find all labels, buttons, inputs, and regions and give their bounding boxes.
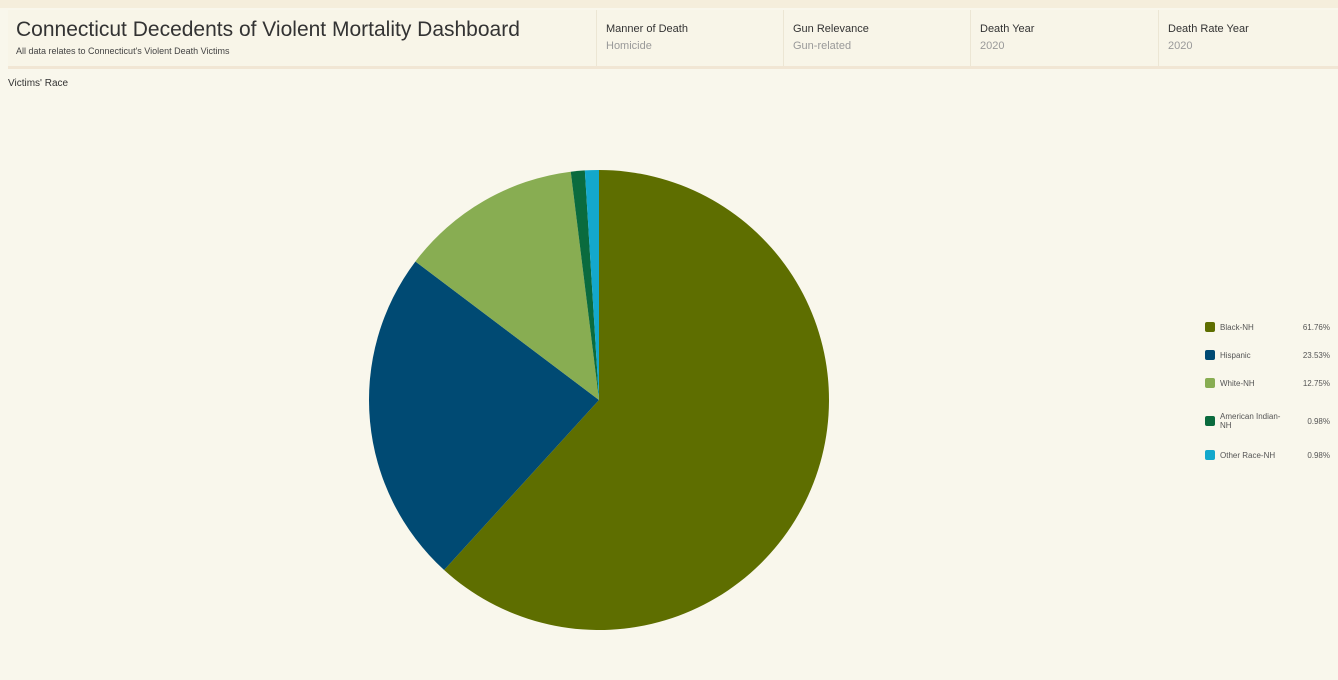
- legend-item: Other Race-NH 0.98%: [1205, 450, 1330, 460]
- filter[interactable]: Death Year 2020: [970, 10, 1158, 66]
- dashboard-subtitle: All data relates to Connecticut's Violen…: [16, 46, 230, 56]
- legend-value: 23.53%: [1302, 350, 1330, 360]
- legend-label: Other Race-NH: [1220, 450, 1276, 460]
- legend-value: 12.75%: [1302, 378, 1330, 388]
- pie-slice: [584, 170, 599, 400]
- filter[interactable]: Gun Relevance Gun-related: [783, 10, 971, 66]
- legend-item: Hispanic 23.53%: [1205, 350, 1330, 360]
- filter-label: Death Year: [980, 23, 1035, 35]
- legend-item: White-NH 12.75%: [1205, 378, 1330, 388]
- top-band: [0, 0, 1338, 8]
- chart-title: Victims' Race: [8, 78, 69, 89]
- pie-slice: [368, 261, 599, 571]
- dashboard-title: Connecticut Decedents of Violent Mortali…: [16, 18, 520, 41]
- legend-label: White-NH: [1220, 378, 1255, 388]
- legend-swatch: [1205, 350, 1215, 360]
- legend-label: Black-NH: [1220, 322, 1254, 332]
- filter-label: Death Rate Year: [1168, 23, 1249, 35]
- legend-item: Black-NH 61.76%: [1205, 322, 1330, 332]
- pie-slice: [570, 170, 599, 400]
- legend-swatch: [1205, 416, 1215, 426]
- header: Connecticut Decedents of Violent Mortali…: [8, 10, 1338, 69]
- legend-value: 0.98%: [1307, 450, 1330, 460]
- filter-value: 2020: [1168, 40, 1193, 52]
- legend-value: 0.98%: [1307, 416, 1330, 426]
- filter-value: 2020: [980, 40, 1005, 52]
- legend-swatch: [1205, 378, 1215, 388]
- filter-label: Manner of Death: [606, 23, 688, 35]
- legend-label: American Indian-NH: [1220, 412, 1281, 430]
- pie-slice: [415, 171, 599, 400]
- filter[interactable]: Manner of Death Homicide: [596, 10, 784, 66]
- legend-swatch: [1205, 322, 1215, 332]
- legend-item: American Indian-NH 0.98%: [1205, 412, 1330, 430]
- legend-swatch: [1205, 450, 1215, 460]
- pie-slice: [444, 170, 829, 630]
- legend-value: 61.76%: [1302, 322, 1330, 332]
- filter-label: Gun Relevance: [793, 23, 869, 35]
- filter[interactable]: Death Rate Year 2020: [1158, 10, 1338, 66]
- filter-value: Homicide: [606, 40, 652, 52]
- filter-value: Gun-related: [793, 40, 852, 52]
- legend-label: Hispanic: [1220, 350, 1251, 360]
